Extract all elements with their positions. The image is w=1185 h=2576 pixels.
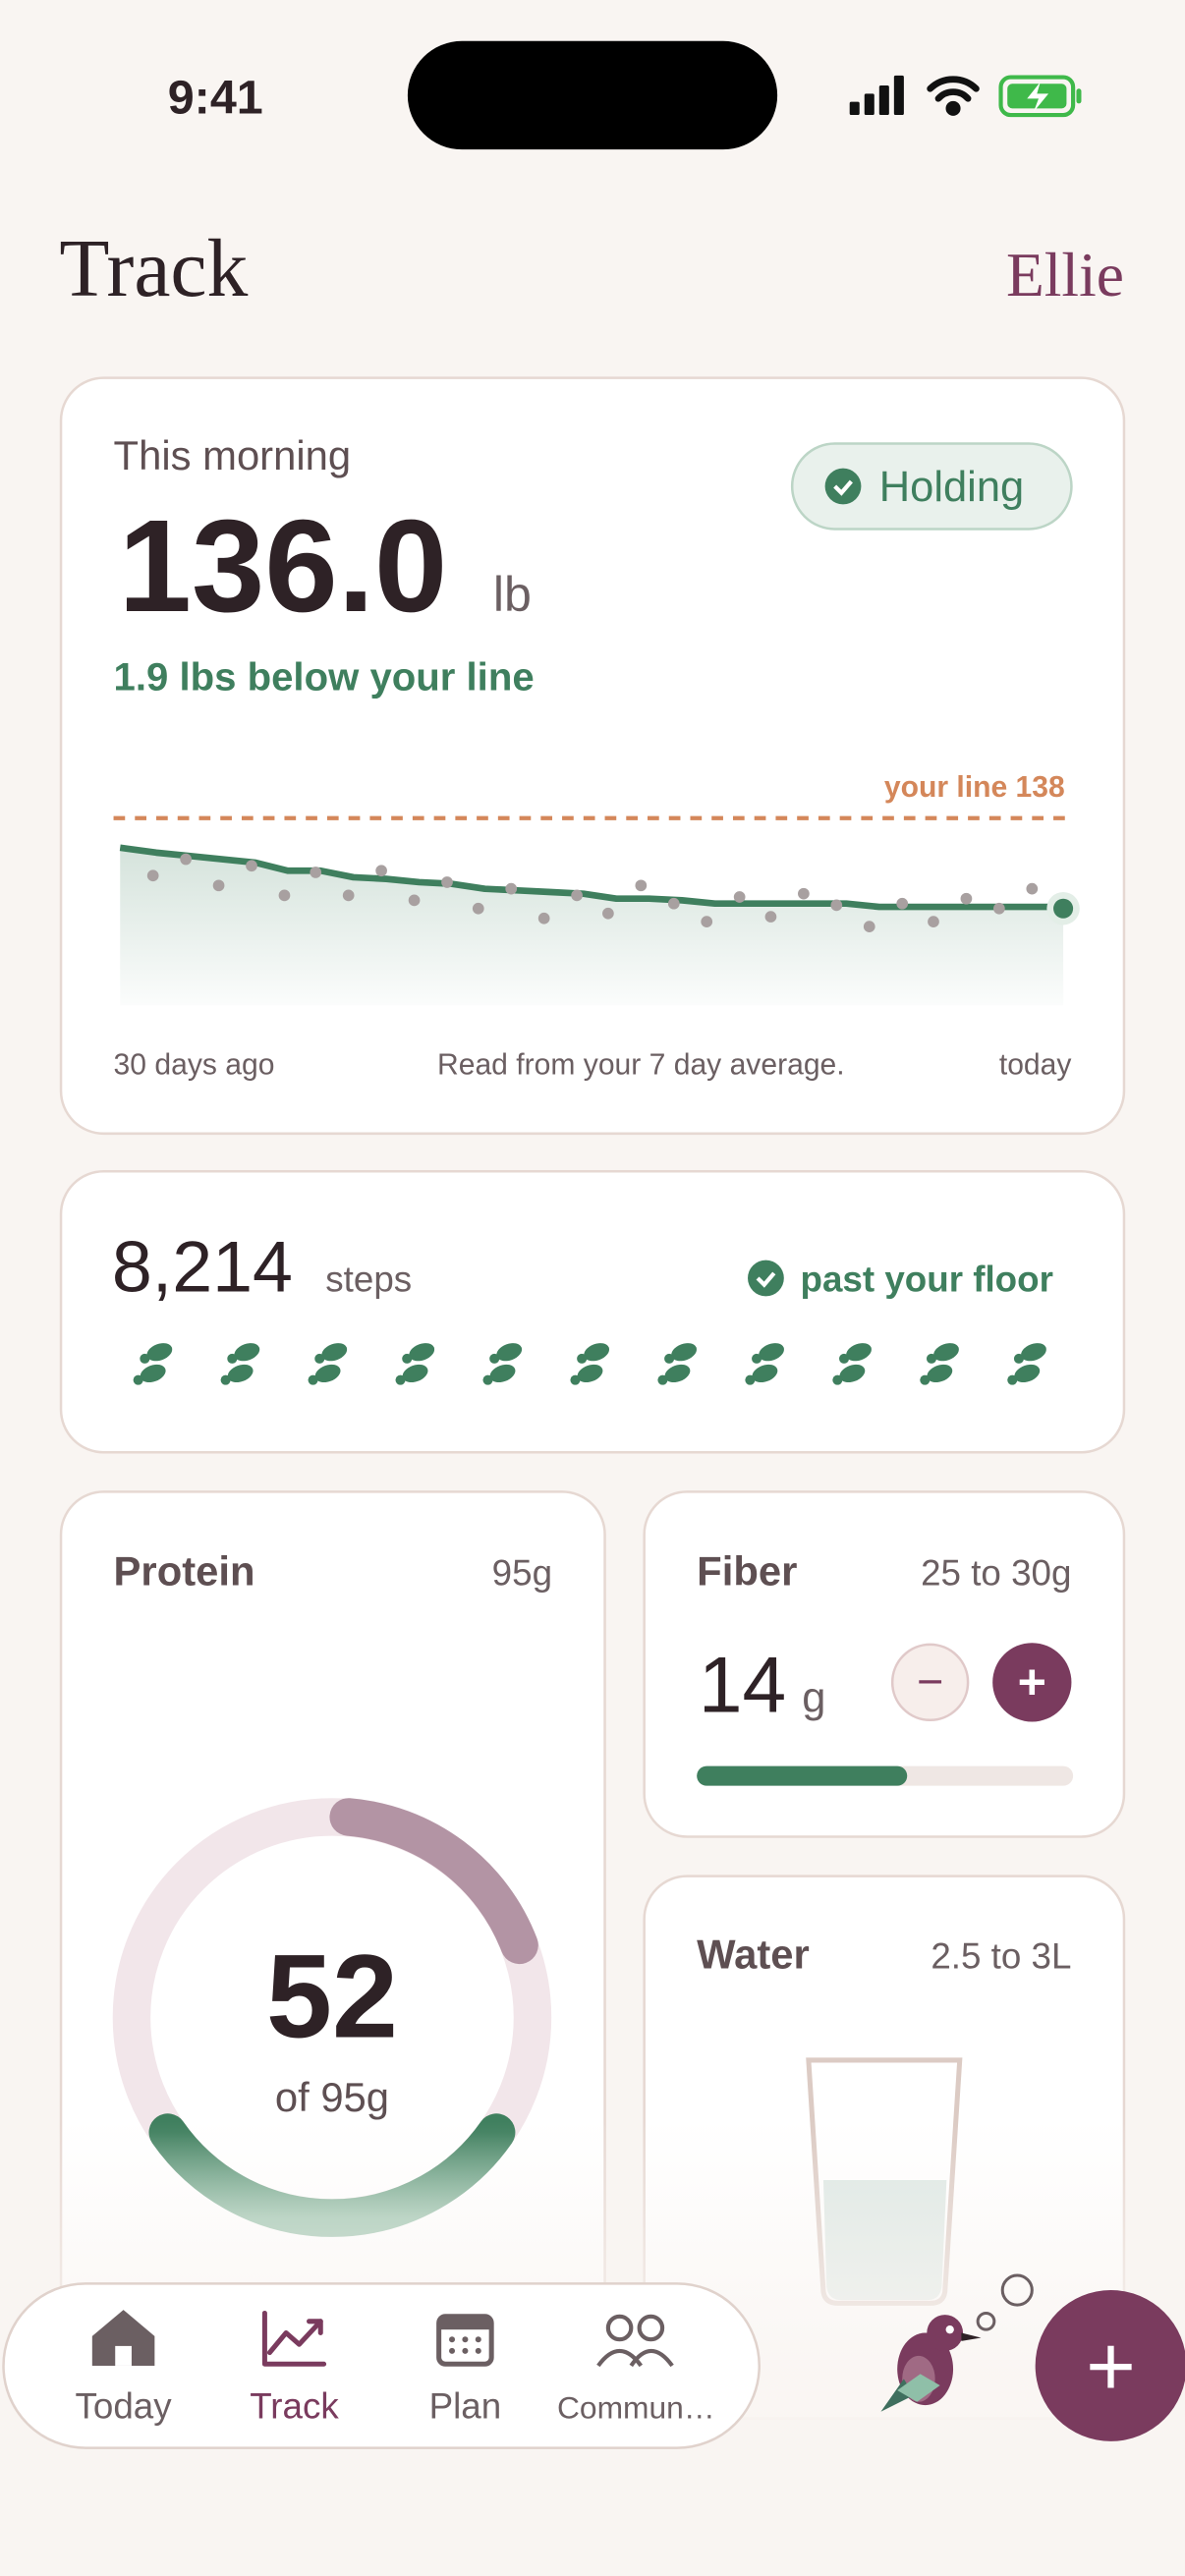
page-title: Track xyxy=(59,224,248,314)
mascot-bird xyxy=(880,2273,1034,2412)
protein-title: Protein xyxy=(114,1548,255,1595)
decrement-button[interactable] xyxy=(890,1643,970,1722)
tab-label[interactable]: Plan xyxy=(429,2385,502,2426)
signal-icon xyxy=(849,75,904,116)
add-button[interactable] xyxy=(1035,2290,1185,2441)
steps-unit: steps xyxy=(325,1259,412,1299)
trend-area xyxy=(120,847,1064,1006)
increment-button[interactable] xyxy=(992,1643,1072,1722)
trend-line xyxy=(119,844,1064,911)
tab-icon-today xyxy=(91,2310,155,2366)
chart-note: Read from your 7 day average. xyxy=(437,1049,845,1082)
tab-label[interactable]: Track xyxy=(250,2385,339,2426)
increment-label: + xyxy=(1018,1654,1046,1709)
weight-unit: lb xyxy=(493,567,532,622)
check-icon xyxy=(824,468,862,505)
today-dot xyxy=(1053,898,1074,919)
fiber-title: Fiber xyxy=(697,1548,797,1595)
steps-status: past your floor xyxy=(801,1259,1053,1299)
check-icon xyxy=(748,1260,784,1297)
tab-label[interactable]: Today xyxy=(76,2385,173,2426)
user-name[interactable]: Ellie xyxy=(1006,240,1124,309)
protein-caption: of 95g xyxy=(275,2074,389,2120)
line-label: your line 138 xyxy=(884,771,1065,804)
daily-readings xyxy=(146,853,1039,932)
check-mark xyxy=(756,1271,776,1288)
fiber-value: 14 xyxy=(699,1641,786,1729)
weight-delta: 1.9 lbs below your line xyxy=(114,654,535,699)
tab-icon-plan xyxy=(436,2314,494,2367)
status-text: Holding xyxy=(879,464,1024,511)
weight-value: 136.0 xyxy=(119,493,448,640)
protein-target: 95g xyxy=(492,1553,552,1594)
decrement-label: − xyxy=(917,1655,943,1707)
water-title: Water xyxy=(697,1931,810,1977)
steps-value: 8,214 xyxy=(112,1225,293,1307)
tab-icon-track xyxy=(261,2310,327,2367)
fiber-bar-fill xyxy=(697,1765,908,1786)
fiber-unit: g xyxy=(802,1674,825,1721)
tab-bar xyxy=(2,2282,761,2449)
dynamic-island xyxy=(407,40,778,150)
fiber-target: 25 to 30g xyxy=(921,1553,1071,1594)
wifi-icon xyxy=(927,76,980,116)
steps-card[interactable] xyxy=(59,1170,1126,1454)
check-mark xyxy=(833,479,853,496)
tab-labels: Today Track Plan Commun… xyxy=(76,2385,715,2426)
add-button-label: + xyxy=(1086,2319,1136,2414)
weight-label: This morning xyxy=(114,432,352,478)
protein-ring-arc xyxy=(329,1798,538,1965)
water-target: 2.5 to 3L xyxy=(931,1935,1071,1976)
chart-start-label: 30 days ago xyxy=(114,1049,275,1082)
protein-value: 52 xyxy=(266,1931,398,2063)
fiber-card[interactable] xyxy=(643,1490,1126,1838)
status-time: 9:41 xyxy=(168,71,263,124)
chart-end-label: today xyxy=(999,1049,1072,1082)
tab-label[interactable]: Commun… xyxy=(557,2389,715,2425)
status-pill xyxy=(790,442,1073,531)
battery-icon xyxy=(998,75,1082,118)
tab-icon-community xyxy=(596,2314,674,2368)
